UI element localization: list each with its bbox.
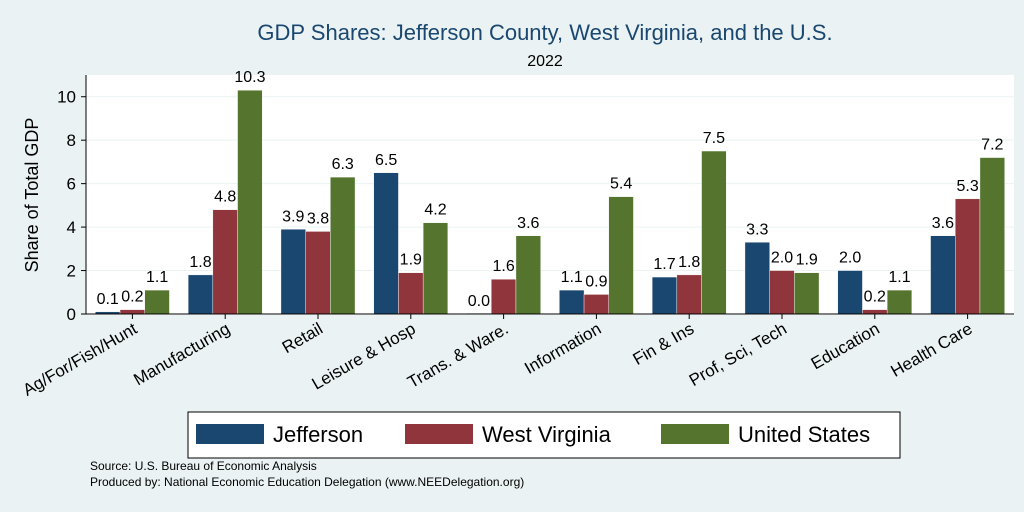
y-tick-label: 6 — [67, 175, 76, 194]
legend: Jefferson West Virginia United States — [187, 411, 901, 459]
bar-west-virginia — [769, 270, 795, 315]
y-axis-label: Share of Total GDP — [22, 118, 42, 273]
data-label: 4.2 — [424, 202, 446, 219]
y-tick-label: 0 — [67, 305, 76, 324]
data-label: 2.0 — [771, 250, 793, 267]
data-label: 6.5 — [375, 152, 397, 169]
x-tick-label: Trans. & Ware. — [404, 319, 511, 392]
y-ticks: 0 2 4 6 8 10 — [57, 88, 86, 324]
legend-label: United States — [738, 422, 870, 447]
y-tick-label: 10 — [57, 88, 76, 107]
data-label: 3.6 — [517, 215, 539, 232]
data-label: 3.9 — [282, 208, 304, 225]
chart-title: GDP Shares: Jefferson County, West Virgi… — [257, 20, 832, 45]
data-label: 7.5 — [703, 130, 725, 147]
data-label: 1.1 — [561, 269, 583, 286]
bar-jefferson — [280, 229, 306, 315]
data-label: 1.1 — [888, 269, 910, 286]
data-label: 4.8 — [214, 189, 236, 206]
bar-jefferson — [651, 276, 678, 315]
bar-united-states — [701, 150, 727, 315]
bar-west-virginia — [119, 309, 145, 315]
data-label: 0.2 — [864, 289, 886, 306]
data-label: 7.2 — [981, 137, 1003, 154]
data-label: 1.6 — [492, 258, 514, 275]
data-label: 1.1 — [146, 269, 168, 286]
x-tick-label: Fin & Ins — [630, 319, 698, 369]
bar-jefferson — [559, 289, 585, 315]
bar-jefferson — [837, 270, 863, 315]
bar-west-virginia — [862, 309, 888, 315]
bar-jefferson — [187, 274, 214, 315]
data-label: 1.8 — [189, 254, 211, 271]
data-label: 0.1 — [97, 291, 119, 308]
legend-swatch-jefferson — [196, 424, 264, 444]
bar-united-states — [237, 90, 263, 315]
bar-united-states — [794, 272, 820, 315]
y-tick-label: 2 — [67, 262, 76, 281]
bars: 0.1 0.21.11.84.810.33.9 3.86.3 6.51.94.20.0… — [95, 69, 1005, 315]
x-tick-label: Prof, Sci, Tech — [686, 319, 790, 390]
x-tick-label: Information — [521, 319, 604, 378]
bar-united-states — [422, 222, 449, 315]
data-label: 6.3 — [332, 156, 354, 173]
bar-west-virginia — [955, 198, 981, 315]
bar-west-virginia — [398, 272, 424, 315]
bar-united-states — [886, 289, 913, 315]
data-label: 10.3 — [234, 69, 265, 86]
legend-box — [187, 411, 901, 459]
x-tick-label: Retail — [279, 319, 326, 357]
legend-swatch-united-states — [661, 424, 729, 444]
data-label: 1.8 — [678, 254, 700, 271]
x-tick-label: Ag/For/Fish/Hunt — [20, 319, 141, 400]
y-tick-label: 4 — [67, 218, 76, 237]
data-label: 5.4 — [610, 176, 632, 193]
legend-label: West Virginia — [482, 422, 612, 447]
data-label: 1.7 — [653, 256, 675, 273]
bar-jefferson — [744, 242, 770, 315]
data-label: 1.9 — [796, 252, 818, 269]
data-label: 0.0 — [468, 293, 490, 310]
data-label: 5.3 — [956, 178, 978, 195]
producer-note: Produced by: National Economic Education… — [90, 475, 524, 489]
legend-label: Jefferson — [273, 422, 363, 447]
data-label: 0.9 — [585, 273, 607, 290]
data-label: 3.8 — [307, 210, 329, 227]
bar-west-virginia — [212, 209, 238, 315]
data-label: 0.2 — [121, 289, 143, 306]
x-tick-label: Manufacturing — [130, 319, 233, 389]
bar-west-virginia — [583, 294, 609, 315]
data-label: 1.9 — [400, 252, 422, 269]
source-note: Source: U.S. Bureau of Economic Analysis — [90, 459, 317, 473]
x-tick-label: Education — [808, 319, 883, 373]
bar-united-states — [144, 289, 170, 315]
chart-subtitle: 2022 — [527, 53, 563, 70]
bar-west-virginia — [491, 279, 517, 315]
data-label: 3.3 — [746, 221, 768, 238]
y-tick-label: 8 — [67, 131, 76, 150]
legend-swatch-west-virginia — [405, 424, 473, 444]
bar-united-states — [330, 176, 356, 315]
bar-jefferson — [930, 235, 956, 315]
data-label: 2.0 — [839, 250, 861, 267]
data-label: 3.6 — [932, 215, 954, 232]
bar-west-virginia — [676, 274, 702, 315]
bar-west-virginia — [305, 231, 331, 315]
bar-jefferson — [373, 172, 399, 315]
x-tick-label: Health Care — [888, 319, 976, 381]
bar-united-states — [608, 196, 634, 315]
bar-united-states — [979, 157, 1005, 315]
x-tick-label: Leisure & Hosp — [309, 319, 419, 394]
bar-united-states — [515, 235, 541, 315]
